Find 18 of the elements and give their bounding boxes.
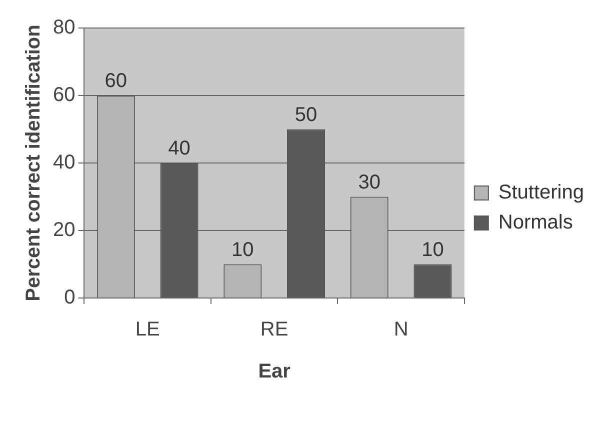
data-label: 10 bbox=[422, 238, 444, 261]
y-tick-label: 40 bbox=[52, 152, 76, 174]
data-label: 60 bbox=[104, 70, 128, 92]
x-axis-title: Ear bbox=[258, 360, 291, 383]
y-axis-title: Percent correct identification bbox=[22, 24, 45, 302]
data-label: 10 bbox=[232, 238, 254, 261]
x-tick-label: N bbox=[394, 318, 408, 341]
y-tick-label: 60 bbox=[52, 84, 76, 106]
legend-label: Normals bbox=[498, 212, 573, 234]
y-tick-label: 0 bbox=[64, 286, 76, 309]
data-label: 30 bbox=[358, 171, 380, 194]
data-label: 50 bbox=[294, 104, 318, 126]
x-tick-label: LE bbox=[135, 318, 160, 341]
x-tick-label: RE bbox=[260, 318, 288, 341]
legend-label: Stuttering bbox=[498, 182, 584, 204]
y-tick-label: 80 bbox=[52, 16, 76, 39]
y-tick-label: 20 bbox=[52, 219, 76, 242]
data-label: 40 bbox=[168, 138, 190, 160]
